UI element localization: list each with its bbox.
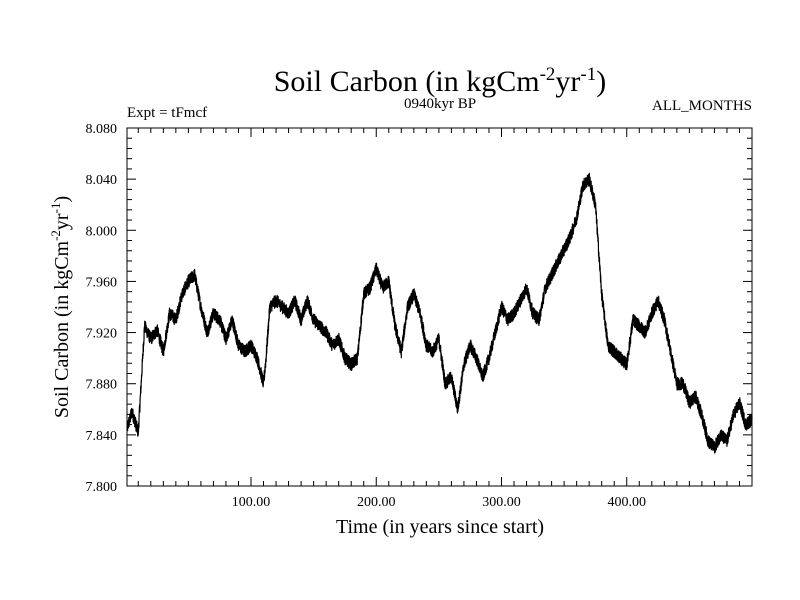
plot-frame	[126, 127, 753, 487]
y-axis-label: Soil Carbon (in kgCm-2yr-1)	[48, 196, 73, 418]
y-tick-labels: 7.800 7.840 7.880 7.920 7.960 8.000 8.04…	[86, 122, 118, 495]
x-tick-labels: 100.00 200.00 300.00 400.00	[232, 495, 646, 510]
chart-title: Soil Carbon (in kgCm-2yr-1)	[274, 64, 607, 98]
y-tick-label: 7.920	[86, 327, 118, 342]
months-label: ALL_MONTHS	[652, 98, 752, 114]
x-tick-label: 400.00	[607, 495, 646, 510]
y-tick-label: 7.800	[86, 480, 118, 495]
y-tick-label: 8.040	[86, 173, 118, 188]
y-tick-label: 8.000	[86, 224, 118, 239]
axis-ticks	[127, 127, 753, 487]
soil-carbon-series-line	[126, 172, 753, 454]
y-tick-label: 7.840	[86, 429, 118, 444]
x-tick-label: 100.00	[232, 495, 271, 510]
period-label: 0940kyr BP	[404, 96, 476, 112]
x-axis-label: Time (in years since start)	[336, 516, 544, 538]
experiment-label: Expt = tFmcf	[127, 105, 207, 121]
x-tick-label: 200.00	[357, 495, 396, 510]
x-tick-label: 300.00	[482, 495, 521, 510]
y-tick-label: 8.080	[86, 122, 118, 137]
y-tick-label: 7.880	[86, 378, 118, 393]
y-tick-label: 7.960	[86, 275, 118, 290]
